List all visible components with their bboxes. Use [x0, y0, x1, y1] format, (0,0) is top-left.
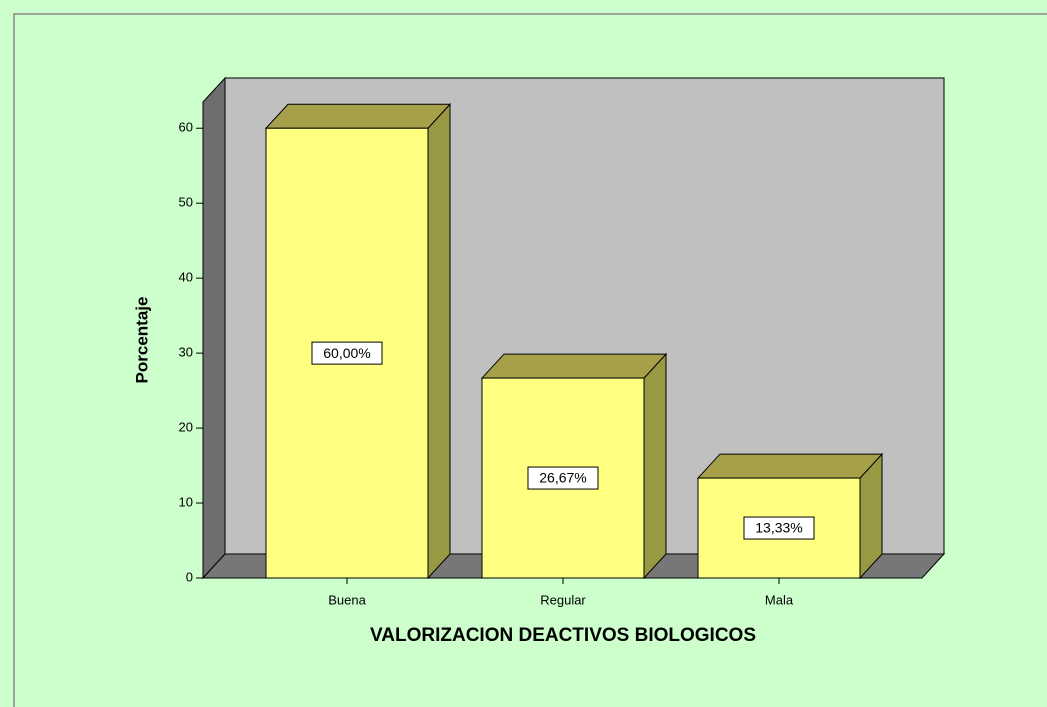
y-tick-label: 40 [179, 270, 193, 285]
frame [13, 13, 1047, 707]
left-wall [202, 76, 226, 580]
value-label: 60,00% [323, 345, 370, 361]
y-tick-label: 20 [179, 420, 193, 435]
y-tick-label: 30 [179, 345, 193, 360]
value-label-box [311, 341, 383, 365]
bar-side [427, 102, 451, 580]
bar-top [264, 103, 452, 129]
y-tick-label: 0 [186, 569, 193, 584]
value-label: 13,33% [755, 520, 802, 536]
x-tick-label: Mala [765, 592, 794, 607]
x-tick-label: Regular [540, 592, 586, 607]
y-axis-title: Porcentaje [132, 297, 151, 384]
y-tick-label: 50 [179, 195, 193, 210]
bar-top [696, 453, 884, 479]
value-label-box [743, 516, 815, 540]
y-tick-label: 10 [179, 494, 193, 509]
value-label-box [527, 466, 599, 490]
bar-side [643, 352, 667, 580]
value-label: 26,67% [539, 470, 586, 486]
y-tick-label: 60 [179, 120, 193, 135]
x-axis-title: VALORIZACION DEACTIVOS BIOLOGICOS [370, 625, 756, 646]
bar-top [480, 353, 668, 379]
x-tick-label: Buena [328, 592, 366, 607]
